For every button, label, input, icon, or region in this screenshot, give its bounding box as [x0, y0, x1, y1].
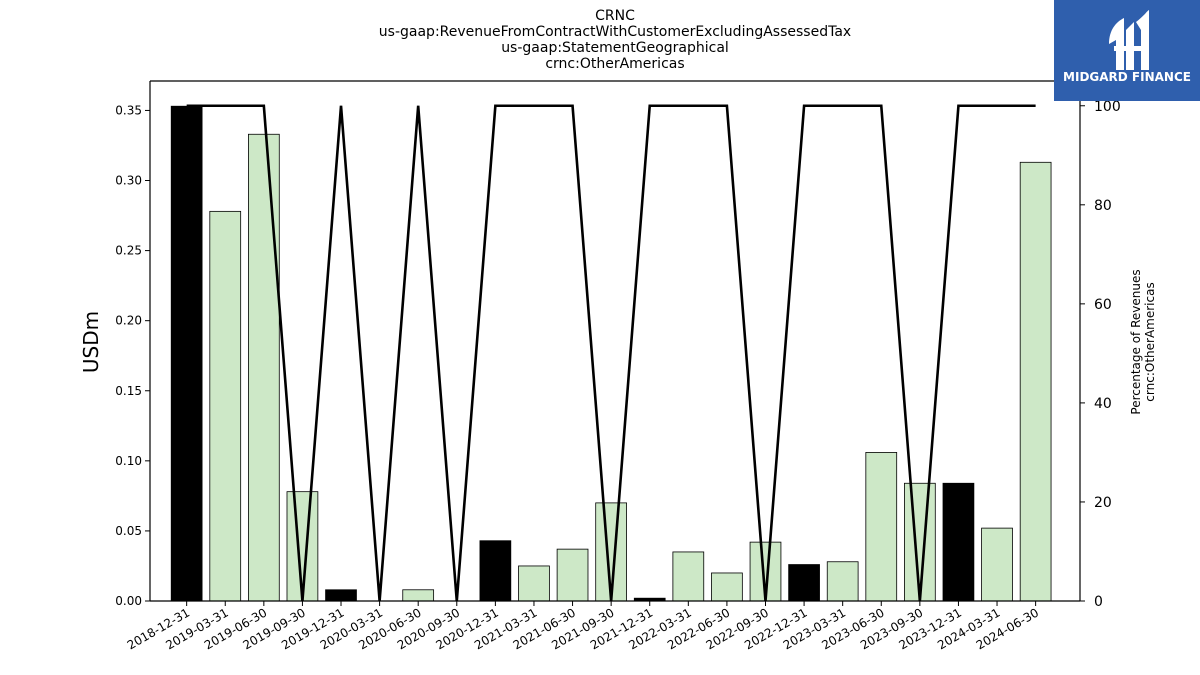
title-line-axis: us-gaap:StatementGeographical: [501, 40, 729, 56]
y-tick-label: 0.25: [115, 244, 142, 258]
y-axis-ticks: 0.00 0.05 0.10 0.15 0.20 0.25 0.30 0.35: [115, 103, 150, 608]
midgard-logo: MIDGARD FINANCE: [1054, 0, 1200, 101]
y2-tick-label: 0: [1094, 594, 1103, 610]
y2-tick-label: 60: [1094, 297, 1112, 313]
bar: [826, 561, 859, 602]
x-axis-ticks: 2018-12-312019-03-312019-06-302019-09-30…: [125, 601, 1041, 652]
y-tick-label: 0.20: [115, 314, 142, 328]
bar: [904, 482, 936, 602]
title-line-ticker: CRNC: [595, 8, 635, 24]
bar: [325, 589, 357, 602]
y-tick-label: 0.15: [115, 384, 142, 398]
plot-axes: [149, 80, 1081, 602]
title-line-member: crnc:OtherAmericas: [545, 56, 684, 72]
bar: [942, 482, 975, 602]
bar: [788, 564, 820, 602]
bar: [711, 572, 743, 602]
logo-text: MIDGARD FINANCE: [1063, 70, 1191, 84]
title-line-concept: us-gaap:RevenueFromContractWithCustomerE…: [379, 24, 851, 40]
bar: [170, 105, 203, 602]
bar: [1019, 161, 1052, 602]
y2-tick-label: 20: [1094, 495, 1112, 511]
bar: [248, 133, 280, 602]
y-axis-label: USDm: [79, 311, 103, 373]
y-tick-label: 0.10: [115, 454, 142, 468]
y2-axis-ticks: 0 20 40 60 80 100: [1080, 99, 1121, 610]
y2-tick-label: 40: [1094, 396, 1112, 412]
bar: [672, 551, 705, 602]
bar: [865, 452, 898, 602]
bar-series: [170, 105, 1052, 602]
y2-axis-label-line-2: crnc:OtherAmericas: [1143, 282, 1157, 401]
bar: [209, 210, 242, 602]
y2-axis-label: Percentage of Revenues crnc:OtherAmerica…: [1129, 269, 1157, 414]
bar: [479, 540, 512, 602]
bar: [981, 527, 1013, 602]
bar: [286, 491, 319, 602]
y2-axis-label-line-1: Percentage of Revenues: [1129, 269, 1143, 414]
bar: [556, 548, 589, 602]
y-tick-label: 0.35: [115, 103, 142, 117]
bar: [402, 589, 435, 602]
y2-tick-label: 80: [1094, 198, 1112, 214]
y-tick-label: 0.30: [115, 174, 142, 188]
chart-title: CRNC us-gaap:RevenueFromContractWithCust…: [379, 8, 851, 72]
y2-tick-label: 100: [1094, 99, 1121, 115]
bar: [518, 565, 550, 602]
y-tick-label: 0.05: [115, 524, 142, 538]
y-tick-label: 0.00: [115, 594, 142, 608]
midgard-logo-icon: [1109, 10, 1149, 70]
